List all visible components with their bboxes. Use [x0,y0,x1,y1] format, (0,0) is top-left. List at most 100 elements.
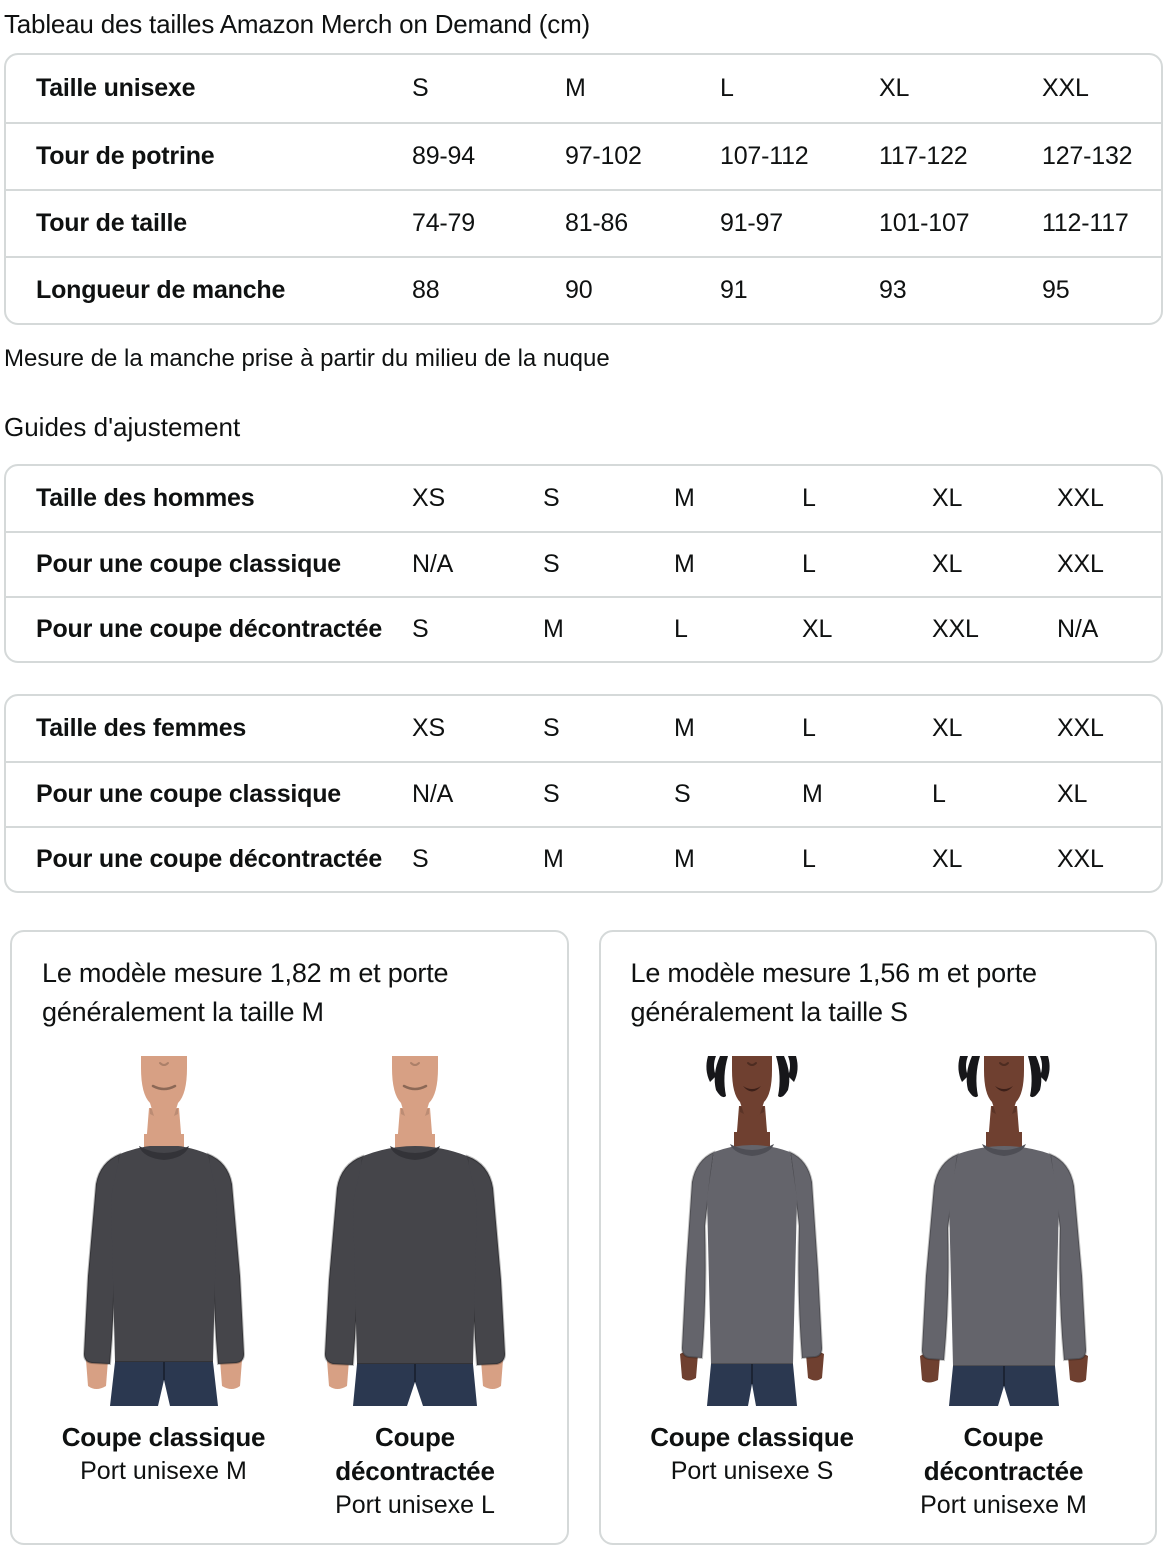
size-value: S [543,550,560,578]
size-value: S [674,780,691,808]
size-value: 95 [1042,276,1070,304]
page-title: Tableau des tailles Amazon Merch on Dema… [4,9,590,39]
size-value: L [802,714,816,742]
woman-classic-fit-illustration [632,1056,872,1406]
size-value: N/A [1057,615,1099,643]
size-worn-label: Port unisexe M [920,1491,1087,1519]
size-worn-label: Port unisexe L [335,1491,495,1519]
model-cards: Le modèle mesure 1,82 m et porte général… [0,930,1167,1545]
men-fit-table: Taille des hommes XS S M L XL XXL Pour u… [4,464,1163,663]
size-value: L [932,780,946,808]
size-value: L [802,845,816,873]
size-value: M [802,780,823,808]
size-value: N/A [412,780,454,808]
size-value: S [543,714,560,742]
size-value: XXL [932,615,979,643]
photo-caption: Coupe classique Port unisexe M [44,1420,284,1489]
size-value: 90 [565,276,593,304]
size-value: 74-79 [412,209,475,237]
size-value: S [543,780,560,808]
size-value: 101-107 [879,209,970,237]
size-value: S [412,615,429,643]
size-value: XL [932,845,963,873]
fit-guides-heading: Guides d'ajustement [4,412,241,442]
row-label: Pour une coupe décontractée [36,615,383,643]
size-value: XL [932,714,963,742]
row-label: Longueur de manche [36,276,286,304]
size-value: XL [802,615,833,643]
size-worn-label: Port unisexe S [670,1457,834,1485]
size-value: M [674,550,695,578]
row-label: Taille des hommes [36,484,255,512]
row-label: Tour de taille [36,209,187,237]
row-label: Pour une coupe décontractée [36,845,383,873]
model-photo-men-relaxed: Coupe décontractée Port unisexe L [295,1056,535,1523]
size-value: S [412,74,429,102]
fit-label: Coupe décontractée [923,1422,1084,1486]
size-value: XL [932,484,963,512]
woman-relaxed-fit-illustration [883,1056,1124,1406]
row-label: Pour une coupe classique [36,780,342,808]
model-photo-women-classic: Coupe classique Port unisexe S [632,1056,872,1523]
size-value: XS [412,484,445,512]
table-row: Taille unisexe S M L XL XXL [6,55,1161,122]
model-card-women: Le modèle mesure 1,56 m et porte général… [598,930,1157,1545]
size-value: 117-122 [879,142,968,170]
table-row: Pour une coupe classique N/A S S M L XL [6,761,1161,826]
size-value: 89-94 [412,142,475,170]
size-value: 93 [879,276,907,304]
table-row: Longueur de manche 88 90 91 93 95 [6,256,1161,323]
size-value: M [674,845,695,873]
size-value: XS [412,714,445,742]
size-value: XL [1057,780,1088,808]
size-value: 112-117 [1042,209,1129,237]
row-label: Taille unisexe [36,74,196,102]
size-value: L [802,484,816,512]
table-row: Tour de taille 74-79 81-86 91-97 101-107… [6,189,1161,256]
size-value: XL [932,550,963,578]
size-value: 91-97 [720,209,783,237]
size-value: L [802,550,816,578]
size-value: L [720,74,734,102]
size-value: M [674,714,695,742]
fit-label: Coupe classique [650,1422,854,1452]
size-value: XXL [1042,74,1089,102]
size-value: N/A [412,550,454,578]
row-label: Taille des femmes [36,714,247,742]
size-value: M [543,615,564,643]
model-description: Le modèle mesure 1,82 m et porte général… [42,958,449,1027]
size-value: 107-112 [720,142,809,170]
table-row: Taille des femmes XS S M L XL XXL [6,696,1161,761]
size-value: XXL [1057,550,1104,578]
fit-label: Coupe décontractée [335,1422,495,1486]
man-classic-fit-illustration [43,1056,284,1406]
size-value: S [412,845,429,873]
table-row: Pour une coupe décontractée S M L XL XXL… [6,596,1161,661]
size-value: XXL [1057,484,1104,512]
size-value: 97-102 [565,142,642,170]
size-value: 81-86 [565,209,628,237]
size-value: 127-132 [1042,142,1133,170]
man-relaxed-fit-illustration [295,1056,535,1406]
model-photos: Coupe classique Port unisexe S [621,1056,1136,1523]
row-label: Tour de potrine [36,142,215,170]
photo-caption: Coupe classique Port unisexe S [632,1420,872,1489]
women-fit-table: Taille des femmes XS S M L XL XXL Pour u… [4,694,1163,893]
model-photo-men-classic: Coupe classique Port unisexe M [43,1056,284,1523]
table-row: Pour une coupe décontractée S M M L XL X… [6,826,1161,891]
sleeve-measure-note: Mesure de la manche prise à partir du mi… [4,345,610,372]
size-worn-label: Port unisexe M [80,1457,247,1485]
photo-caption: Coupe décontractée Port unisexe M [884,1420,1124,1523]
size-value: M [543,845,564,873]
table-row: Pour une coupe classique N/A S M L XL XX… [6,531,1161,596]
model-card-men: Le modèle mesure 1,82 m et porte général… [10,930,569,1545]
fit-label: Coupe classique [61,1422,266,1452]
size-value: S [543,484,560,512]
table-row: Taille des hommes XS S M L XL XXL [6,466,1161,531]
size-value: M [674,484,695,512]
size-value: XL [879,74,910,102]
model-description: Le modèle mesure 1,56 m et porte général… [630,958,1038,1027]
size-value: L [674,615,688,643]
model-photo-women-relaxed: Coupe décontractée Port unisexe M [883,1056,1124,1523]
